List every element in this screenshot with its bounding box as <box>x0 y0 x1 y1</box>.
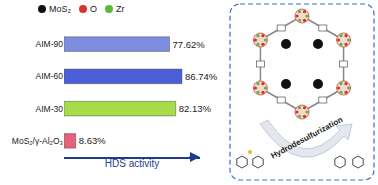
svg-text:AIM-60: AIM-60 <box>36 71 64 81</box>
svg-text:AIM-30: AIM-30 <box>36 104 64 114</box>
svg-text:77.62%: 77.62% <box>173 39 206 50</box>
svg-text:86.74%: 86.74% <box>185 71 218 82</box>
html-text:MoS₂: MoS₂ <box>49 4 71 14</box>
html-text:O: O <box>90 4 97 14</box>
svg-text:MoS₂/γ-Al₂O₃: MoS₂/γ-Al₂O₃ <box>12 136 63 146</box>
svg-text:8.63%: 8.63% <box>79 135 106 146</box>
svg-text:82.13%: 82.13% <box>179 103 212 114</box>
svg-text:Hydrodesulfurization: Hydrodesulfurization <box>269 115 344 161</box>
svg-text:AIM-90: AIM-90 <box>36 39 64 49</box>
html-text:Zr: Zr <box>116 4 125 14</box>
svg-text:HDS activity: HDS activity <box>105 158 159 169</box>
